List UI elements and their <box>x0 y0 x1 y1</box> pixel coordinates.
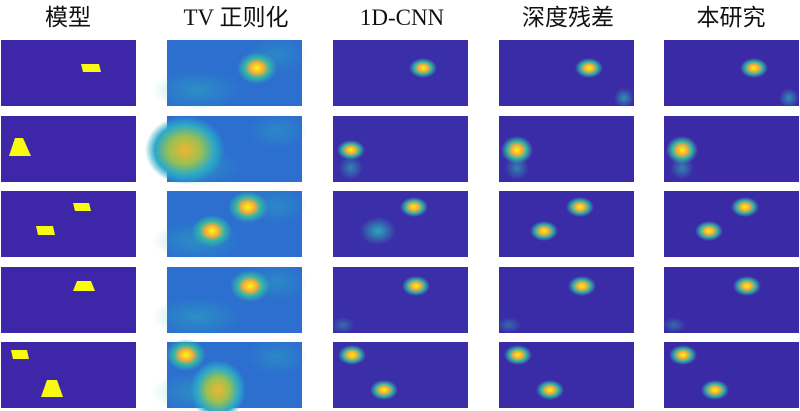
inversion-blob <box>237 52 277 84</box>
inversion-blob <box>402 276 430 296</box>
halo <box>670 156 694 180</box>
inversion-blob <box>337 140 365 160</box>
inversion-blob <box>360 217 396 245</box>
inversion-blob <box>192 215 232 247</box>
panel <box>1 40 136 106</box>
inversion-blob <box>370 380 398 400</box>
halo <box>779 88 799 108</box>
halo <box>505 156 529 180</box>
column-header: 深度残差 <box>522 5 614 30</box>
column-header: 模型 <box>45 5 91 30</box>
inversion-blob <box>701 380 729 400</box>
inversion-blob <box>536 380 564 400</box>
column-header: 1D-CNN <box>359 5 445 30</box>
anomaly-shape <box>81 64 101 72</box>
anomaly-shape <box>41 380 63 397</box>
inversion-blob <box>230 270 270 302</box>
halo <box>152 70 242 110</box>
halo <box>614 88 634 108</box>
panel <box>664 191 799 257</box>
inversion-blob <box>666 136 698 164</box>
panel <box>333 40 468 106</box>
inversion-blob <box>145 116 225 184</box>
anomaly-shape <box>73 281 95 291</box>
halo <box>247 339 307 375</box>
panel <box>664 40 799 106</box>
inversion-blob <box>504 345 532 365</box>
panel <box>1 191 136 257</box>
anomaly-shape <box>36 226 55 235</box>
inversion-blob <box>568 276 596 296</box>
inversion-blob <box>566 197 594 217</box>
inversion-blob <box>400 197 428 217</box>
inversion-blob <box>740 58 768 78</box>
anomaly-shape <box>73 203 91 211</box>
halo <box>331 317 355 333</box>
inversion-blob <box>190 360 246 411</box>
anomaly-shape <box>9 138 31 156</box>
panel <box>499 40 634 106</box>
panel <box>499 191 634 257</box>
inversion-blob <box>669 345 697 365</box>
inversion-blob <box>166 339 206 371</box>
inversion-blob <box>228 191 268 223</box>
halo <box>152 297 242 337</box>
panel <box>664 267 799 333</box>
inversion-blob <box>731 197 759 217</box>
inversion-blob <box>733 276 761 296</box>
halo <box>497 317 521 333</box>
column-header: TV 正则化 <box>183 5 289 30</box>
inversion-blob <box>409 58 437 78</box>
inversion-blob <box>695 221 723 241</box>
anomaly-shape <box>11 350 29 359</box>
halo <box>339 156 363 180</box>
halo <box>247 113 307 149</box>
inversion-blob <box>501 136 533 164</box>
panel <box>1 267 136 333</box>
panel <box>333 191 468 257</box>
halo <box>662 317 686 333</box>
inversion-blob <box>530 221 558 241</box>
panel <box>499 267 634 333</box>
column-header: 本研究 <box>696 5 766 30</box>
panel <box>333 267 468 333</box>
inversion-blob <box>575 58 603 78</box>
inversion-blob <box>338 345 366 365</box>
